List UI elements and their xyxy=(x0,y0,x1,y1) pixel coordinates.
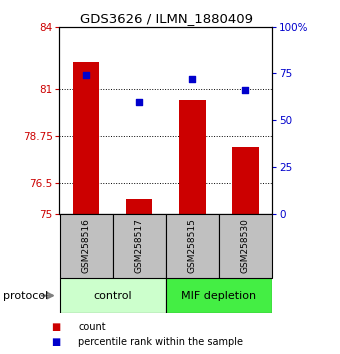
Text: GSM258530: GSM258530 xyxy=(241,218,250,274)
Text: ■: ■ xyxy=(51,322,60,332)
Text: GSM258515: GSM258515 xyxy=(188,218,197,274)
Text: GDS3626 / ILMN_1880409: GDS3626 / ILMN_1880409 xyxy=(80,12,253,25)
Text: control: control xyxy=(93,291,132,301)
Text: GSM258516: GSM258516 xyxy=(82,218,90,274)
Bar xyxy=(59,214,113,278)
Bar xyxy=(219,214,272,278)
Bar xyxy=(126,199,152,214)
Point xyxy=(83,73,89,78)
Point xyxy=(190,76,195,82)
Text: MIF depletion: MIF depletion xyxy=(181,291,256,301)
Point xyxy=(136,99,142,104)
Text: percentile rank within the sample: percentile rank within the sample xyxy=(78,337,243,347)
Text: ■: ■ xyxy=(51,337,60,347)
Bar xyxy=(166,214,219,278)
Bar xyxy=(73,62,99,214)
Text: GSM258517: GSM258517 xyxy=(135,218,144,274)
Bar xyxy=(59,278,166,313)
Bar xyxy=(166,278,272,313)
Bar xyxy=(232,148,259,214)
Bar xyxy=(179,99,206,214)
Text: protocol: protocol xyxy=(3,291,49,301)
Text: count: count xyxy=(78,322,106,332)
Bar xyxy=(113,214,166,278)
Point xyxy=(243,87,248,93)
